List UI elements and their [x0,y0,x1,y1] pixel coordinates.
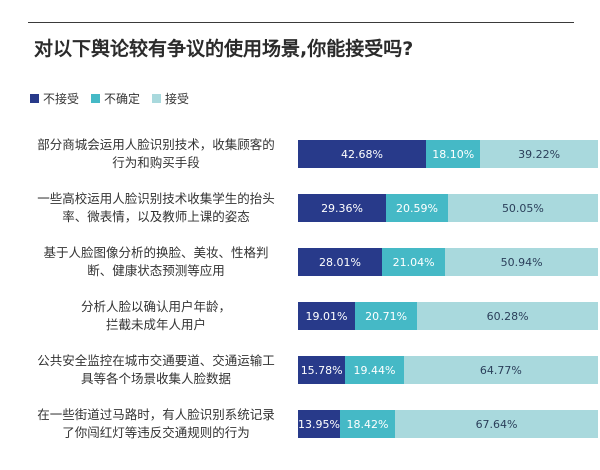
category-label-line1: 分析人脸以确认用户年龄， [80,299,231,314]
bar-segment-not-accept: 15.78% [298,356,346,384]
legend: 不接受 不确定 接受 [30,90,189,107]
data-label: 18.10% [432,147,475,161]
bar-segment-accept: 64.77% [403,356,598,384]
category-label: 在一些街道过马路时，有人脸识别系统记录 了你闯红灯等违反交通规则的行为 [22,406,290,442]
bar-row: 15.78% 19.44% 64.77% [298,356,598,384]
chart-title: 对以下舆论较有争议的使用场景,你能接受吗? [34,38,414,60]
category-label: 一些高校运用人脸识别技术收集学生的抬头 率、微表情，以及教师上课的姿态 [22,190,290,226]
category-label-line1: 公共安全监控在城市交通要道、交通运输工 [37,353,275,368]
data-label: 13.95% [297,417,340,431]
category-label-line2: 断、健康状态预测等应用 [87,263,225,278]
legend-item-uncertain: 不确定 [91,90,140,107]
bar-segment-accept: 67.64% [395,410,598,438]
bar-row: 19.01% 20.71% 60.28% [298,302,598,330]
legend-item-not-accept: 不接受 [30,90,79,107]
data-label: 20.71% [365,309,408,323]
bar-segment-not-accept: 13.95% [298,410,340,438]
legend-item-accept: 接受 [152,90,189,107]
bar-row: 29.36% 20.59% 50.05% [298,194,598,222]
data-label: 67.64% [475,417,518,431]
legend-label-uncertain: 不确定 [104,92,141,106]
category-label-line2: 率、微表情，以及教师上课的姿态 [62,209,250,224]
category-label-line2: 具等各个场景收集人脸数据 [80,371,231,386]
data-label: 18.42% [346,417,389,431]
bar-segment-not-accept: 28.01% [298,248,383,276]
category-label-line2: 行为和购买手段 [112,155,200,170]
bar-segment-not-accept: 29.36% [298,194,387,222]
data-label: 60.28% [486,309,529,323]
bar-segment-uncertain: 19.44% [345,356,404,384]
bar-segment-uncertain: 20.71% [355,302,418,330]
data-label: 29.36% [321,201,364,215]
bar-segment-uncertain: 21.04% [382,248,446,276]
bar-segment-accept: 39.22% [480,140,598,168]
bar-segment-uncertain: 20.59% [386,194,448,222]
bar-segment-uncertain: 18.42% [339,410,396,438]
data-label: 39.22% [518,147,561,161]
category-label-line2: 了你闯红灯等违反交通规则的行为 [62,425,250,440]
bar-segment-not-accept: 19.01% [298,302,356,330]
legend-label-not-accept: 不接受 [43,92,80,106]
bar-segment-not-accept: 42.68% [298,140,427,168]
category-label-line1: 部分商城会运用人脸识别技术，收集顾客的 [37,137,275,152]
data-label: 50.05% [501,201,544,215]
bar-segment-accept: 60.28% [417,302,598,330]
category-label-line1: 在一些街道过马路时，有人脸识别系统记录 [37,407,275,422]
data-label: 19.01% [305,309,348,323]
data-label: 20.59% [395,201,438,215]
category-label-line1: 基于人脸图像分析的换脸、美妆、性格判 [43,245,269,260]
data-label: 19.44% [353,363,396,377]
bar-row: 13.95% 18.42% 67.64% [298,410,598,438]
bar-row: 42.68% 18.10% 39.22% [298,140,598,168]
category-label: 分析人脸以确认用户年龄， 拦截未成年人用户 [22,298,290,334]
bar-segment-accept: 50.05% [447,194,598,222]
category-label: 部分商城会运用人脸识别技术，收集顾客的 行为和购买手段 [22,136,290,172]
legend-swatch-not-accept [30,94,39,103]
legend-swatch-uncertain [91,94,101,103]
legend-swatch-accept [152,94,162,103]
category-label: 公共安全监控在城市交通要道、交通运输工 具等各个场景收集人脸数据 [22,352,290,388]
data-label: 15.78% [300,363,343,377]
top-rule [28,22,574,23]
bar-segment-uncertain: 18.10% [426,140,481,168]
data-label: 28.01% [319,255,361,269]
data-label: 42.68% [341,147,383,161]
data-label: 50.94% [500,255,543,269]
category-label-line2: 拦截未成年人用户 [105,317,206,332]
data-label: 64.77% [479,363,522,377]
category-label-line1: 一些高校运用人脸识别技术收集学生的抬头 [37,191,275,206]
data-label: 21.04% [392,255,435,269]
legend-label-accept: 接受 [165,92,190,106]
bar-segment-accept: 50.94% [445,248,598,276]
bar-row: 28.01% 21.04% 50.94% [298,248,598,276]
category-label: 基于人脸图像分析的换脸、美妆、性格判 断、健康状态预测等应用 [22,244,290,280]
